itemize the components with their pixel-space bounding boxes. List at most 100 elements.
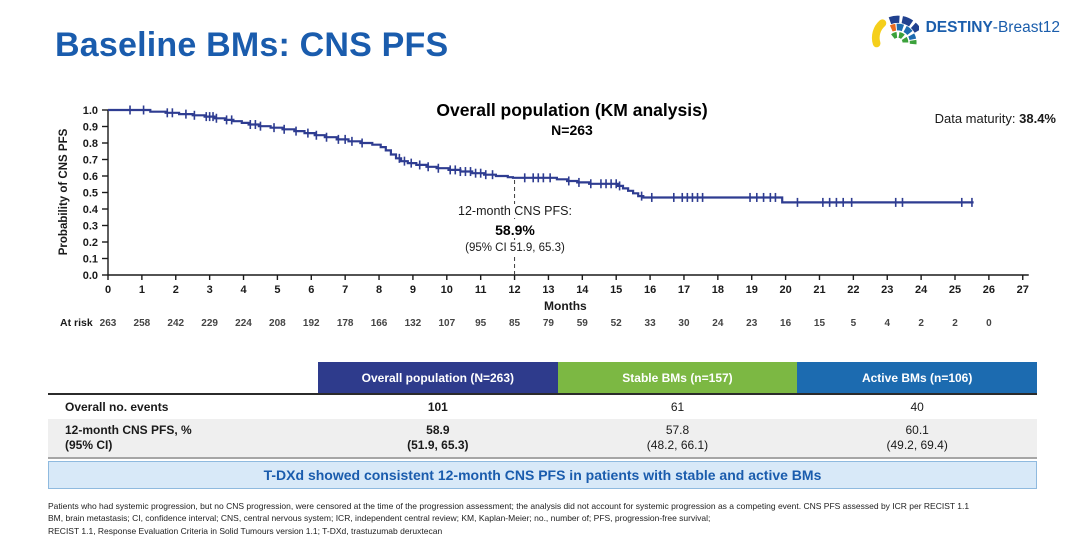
x-tick-label: 4	[240, 284, 247, 296]
x-tick-label: 21	[813, 284, 825, 296]
at-risk-count: 23	[746, 318, 758, 329]
x-tick-label: 25	[949, 284, 961, 296]
logo-outer-arc	[888, 15, 919, 33]
at-risk-label: At risk	[60, 317, 93, 329]
x-tick-label: 15	[610, 284, 622, 296]
annotation-ci: (95% CI 51.9, 65.3)	[405, 240, 625, 257]
y-axis-title: Probability of CNS PFS	[58, 128, 70, 255]
chart-title: Overall population (KM analysis)	[436, 100, 708, 120]
at-risk-count: 33	[645, 318, 657, 329]
chart-subtitle: N=263	[551, 122, 593, 138]
data-maturity-value: 38.4%	[1019, 111, 1056, 126]
at-risk-count: 208	[269, 318, 286, 329]
at-risk-count: 258	[134, 318, 151, 329]
x-tick-label: 0	[105, 284, 111, 296]
conclusion-banner: T-DXd showed consistent 12-month CNS PFS…	[48, 461, 1037, 489]
x-tick-label: 10	[441, 284, 453, 296]
logo-yellow-arc	[871, 19, 886, 48]
y-tick-label: 1.0	[83, 105, 98, 117]
at-risk-count: 107	[438, 318, 455, 329]
at-risk-count: 263	[100, 318, 117, 329]
footnotes: Patients who had systemic progression, b…	[48, 500, 1046, 537]
y-tick-label: 0.0	[83, 270, 98, 282]
at-risk-count: 52	[611, 318, 623, 329]
x-tick-label: 2	[173, 284, 179, 296]
logo-text: DESTINY-Breast12	[926, 19, 1060, 37]
at-risk-count: 0	[986, 318, 992, 329]
at-risk-count: 2	[952, 318, 958, 329]
x-tick-label: 7	[342, 284, 348, 296]
y-tick-label: 0.4	[83, 204, 99, 216]
logo-fan-icon	[871, 15, 919, 48]
logo-text-bold: DESTINY	[925, 19, 993, 36]
chart-title-block: Overall population (KM analysis) N=263	[322, 100, 822, 138]
logo-middle-arc	[896, 23, 916, 41]
at-risk-count: 178	[337, 318, 354, 329]
at-risk-count: 30	[678, 318, 690, 329]
x-tick-label: 11	[475, 284, 487, 296]
x-tick-label: 24	[915, 284, 928, 296]
pfs-stable: 57.8 (48.2, 66.1)	[646, 423, 709, 452]
events-overall: 101	[427, 399, 448, 414]
x-tick-label: 16	[644, 284, 656, 296]
milestone-annotation: 12-month CNS PFS: 58.9% (95% CI 51.9, 65…	[405, 202, 625, 257]
x-tick-label: 20	[779, 284, 791, 296]
logo-orange-segment	[889, 23, 896, 32]
at-risk-count: 5	[851, 318, 857, 329]
y-tick-label: 0.9	[83, 122, 98, 134]
logo-inner-arc	[890, 32, 908, 44]
x-tick-label: 17	[678, 284, 690, 296]
at-risk-count: 192	[303, 318, 320, 329]
x-tick-label: 3	[207, 284, 213, 296]
x-axis-title: Months	[544, 299, 587, 313]
footnote-line2: BM, brain metastasis; CI, confidence int…	[48, 513, 711, 524]
at-risk-count: 2	[918, 318, 924, 329]
at-risk-count: 85	[509, 318, 521, 329]
logo-text-regular: -Breast12	[992, 19, 1060, 36]
x-tick-label: 23	[881, 284, 893, 296]
km-curve	[108, 108, 974, 204]
events-active: 40	[910, 399, 924, 414]
destiny-breast12-logo: DESTINY-Breast12	[867, 7, 1060, 49]
km-plot-svg: 0.00.10.20.30.40.50.60.70.80.91.00 1 2 3 4 5 6…	[58, 105, 1029, 329]
at-risk-count: 59	[577, 318, 589, 329]
x-tick-label: 14	[576, 284, 589, 296]
x-tick-label: 6	[308, 284, 314, 296]
x-tick-label: 8	[376, 284, 382, 296]
at-risk-count: 15	[814, 318, 826, 329]
footnote-line1: Patients who had systemic progression, b…	[48, 501, 970, 511]
pfs-overall: 58.9 (51.9, 65.3)	[407, 423, 469, 452]
footnote-line3: RECIST 1.1, Response Evaluation Criteria…	[48, 525, 443, 536]
y-tick-label: 0.2	[83, 237, 98, 249]
at-risk-count: 16	[780, 318, 792, 329]
x-tick-label: 5	[274, 284, 280, 296]
x-tick-label: 26	[983, 284, 995, 296]
y-tick-label: 0.1	[83, 254, 98, 266]
y-tick-label: 0.7	[83, 155, 98, 167]
table-row-12mo-pfs: 12-month CNS PFS, % (95% CI) 58.9 (51.9,…	[48, 419, 1037, 457]
at-risk-count: 242	[167, 318, 184, 329]
at-risk-count: 24	[712, 318, 724, 329]
pfs-active: 60.1 (49.2, 69.4)	[886, 423, 948, 452]
at-risk-count: 229	[201, 318, 218, 329]
table-header-overall: Overall population (N=263)	[318, 362, 558, 393]
x-tick-label: 18	[712, 284, 724, 296]
results-table: Overall population (N=263) Stable BMs (n…	[48, 362, 1037, 459]
x-tick-label: 9	[410, 284, 416, 296]
row-label: 12-month CNS PFS, % (95% CI)	[65, 423, 192, 452]
at-risk-count: 79	[543, 318, 555, 329]
x-tick-label: 19	[746, 284, 758, 296]
annotation-line1: 12-month CNS PFS:	[405, 202, 625, 220]
x-tick-label: 13	[542, 284, 554, 296]
y-tick-label: 0.3	[83, 221, 98, 233]
table-header-stable: Stable BMs (n=157)	[557, 362, 798, 393]
y-tick-label: 0.5	[83, 188, 98, 200]
at-risk-count: 224	[235, 318, 252, 329]
y-tick-label: 0.8	[83, 138, 98, 150]
events-stable: 61	[670, 399, 685, 414]
table-header-active: Active BMs (n=106)	[797, 362, 1037, 393]
x-tick-label: 22	[847, 284, 859, 296]
table-body: Overall no. events 101 61 40 12-month CN…	[48, 393, 1037, 459]
table-row-events: Overall no. events 101 61 40	[48, 395, 1037, 419]
